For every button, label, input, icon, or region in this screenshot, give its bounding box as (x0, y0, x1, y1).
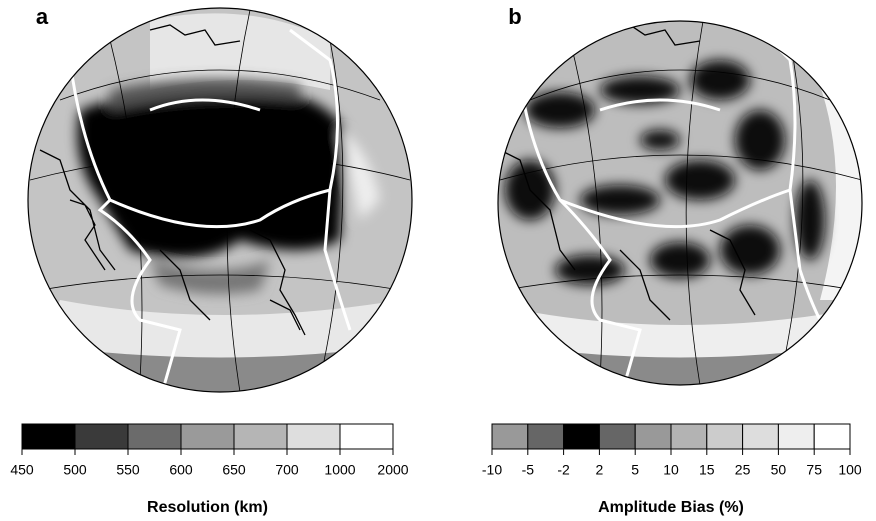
globe-b (497, 20, 863, 386)
colorbar-bin (127, 423, 182, 450)
colorbar-bin (491, 423, 529, 450)
tick-label: 50 (771, 462, 787, 478)
tick-label: 100 (838, 462, 862, 478)
tick-label: 1000 (324, 462, 355, 478)
tick-label: 25 (735, 462, 751, 478)
colorbar-bin (670, 423, 708, 450)
colorbar-bin (742, 423, 779, 450)
tick-label: 500 (63, 462, 87, 478)
tick-label: -10 (482, 462, 502, 478)
tick-label: 450 (10, 462, 34, 478)
colorbar-bin (233, 423, 288, 450)
colorbar-title: Resolution (km) (147, 499, 268, 516)
panel-label: a (36, 4, 49, 29)
tick-label: -5 (522, 462, 535, 478)
tick-label: 75 (806, 462, 822, 478)
panel-label: b (508, 4, 521, 29)
globe-a (27, 7, 413, 393)
colorbar-bin (527, 423, 565, 450)
colorbar-bin (286, 423, 341, 450)
tick-label: 700 (275, 462, 299, 478)
colorbar-bin (777, 423, 815, 450)
colorbar-bin (598, 423, 636, 450)
tick-label: 550 (116, 462, 140, 478)
colorbar-bin (339, 423, 394, 450)
colorbar-title: Amplitude Bias (%) (598, 499, 744, 516)
tick-label: 650 (222, 462, 246, 478)
tick-label: 10 (663, 462, 679, 478)
tick-label: 2 (596, 462, 604, 478)
colorbar-bin (21, 423, 76, 450)
tick-label: 5 (631, 462, 639, 478)
colorbar-bin (563, 423, 600, 450)
tick-label: -2 (557, 462, 570, 478)
colorbar-bin (706, 423, 744, 450)
tick-label: 600 (169, 462, 193, 478)
colorbar-bin (180, 423, 235, 450)
colorbar-bin (74, 423, 129, 450)
tick-label: 15 (699, 462, 715, 478)
colorbar-bin (634, 423, 672, 450)
colorbar-bin (813, 423, 851, 450)
tick-label: 2000 (377, 462, 408, 478)
